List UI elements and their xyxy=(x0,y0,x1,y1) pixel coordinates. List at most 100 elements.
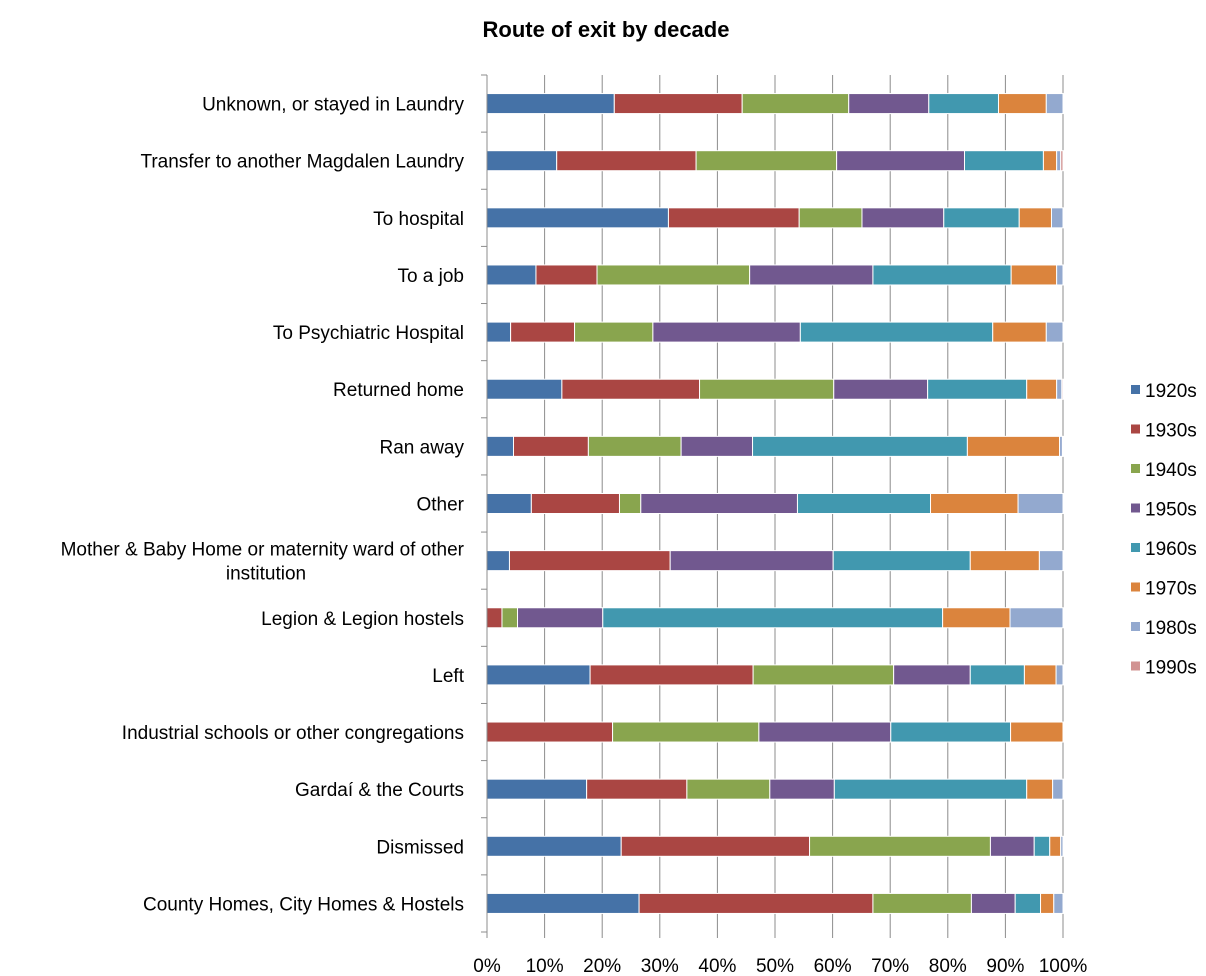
bar-segment-1990s xyxy=(1060,150,1064,172)
bar-segment-1920s xyxy=(486,435,514,457)
bar-segment-1950s xyxy=(680,435,754,457)
bar-segment-1970s xyxy=(942,607,1011,629)
x-tick-label: 60% xyxy=(814,956,852,976)
bar-segment-1930s xyxy=(535,264,598,286)
bar-segment-1970s xyxy=(1023,664,1057,686)
legend-swatch-1960s xyxy=(1131,543,1140,552)
bar-segment-1990s xyxy=(1061,435,1064,457)
bar-segment-1940s xyxy=(752,664,895,686)
bar-segment-1990s xyxy=(1061,378,1064,400)
category-label: Mother & Baby Home or maternity ward of … xyxy=(61,540,465,561)
bar-segment-1980s xyxy=(1055,664,1064,686)
bar-segment-1980s xyxy=(1056,150,1062,172)
bar-segment-1940s xyxy=(741,93,850,115)
bar-segment-1930s xyxy=(512,435,589,457)
x-tick-label: 70% xyxy=(871,956,909,976)
bar-segment-1950s xyxy=(517,607,604,629)
bar-segment-1940s xyxy=(596,264,751,286)
bar-segment-1980s xyxy=(1045,321,1064,343)
bar-segment-1920s xyxy=(486,835,622,857)
bar-segment-1920s xyxy=(486,93,615,115)
legend: 1920s 1930s 1940s 1950s 1960s 1970s 1980s 1990s xyxy=(1131,381,1197,679)
x-tick-label: 30% xyxy=(641,956,679,976)
bar-segment-1940s xyxy=(574,321,654,343)
bar-segment-1960s xyxy=(964,150,1044,172)
bar-segment-1980s xyxy=(1056,378,1063,400)
category-labels: Unknown, or stayed in Laundry Transfer to… xyxy=(61,95,465,916)
legend-label-1960s: 1960s xyxy=(1145,539,1197,560)
bar-segment-1930s xyxy=(620,835,811,857)
bar-segment-1930s xyxy=(586,778,688,800)
category-label: Left xyxy=(432,666,464,687)
bar-segment-1940s xyxy=(699,378,835,400)
category-label: Unknown, or stayed in Laundry xyxy=(202,95,464,116)
category-label: Ran away xyxy=(380,437,465,458)
bar-segment-1930s xyxy=(508,550,671,572)
x-tick-label: 80% xyxy=(929,956,967,976)
bar-segment-1960s xyxy=(796,493,932,514)
legend-label-1950s: 1950s xyxy=(1145,500,1197,521)
bar-segment-1980s xyxy=(1017,493,1064,514)
bar-segment-1930s xyxy=(589,664,754,686)
bar-segment-1920s xyxy=(486,778,588,800)
category-label: Transfer to another Magdalen Laundry xyxy=(140,152,464,173)
axes xyxy=(481,74,1064,938)
legend-swatch-1950s xyxy=(1131,503,1140,513)
bar-segment-1970s xyxy=(997,93,1047,115)
bar-segment-1970s xyxy=(969,550,1040,572)
bar-segment-1970s xyxy=(930,493,1019,514)
bar-segment-1950s xyxy=(758,721,892,743)
bar-segment-1920s xyxy=(486,550,510,572)
bars xyxy=(486,93,1064,914)
bar-segment-1960s xyxy=(1014,892,1042,914)
bar-segment-1980s xyxy=(1038,550,1064,572)
bar-segment-1940s xyxy=(686,778,771,800)
bar-segment-1920s xyxy=(486,664,591,686)
category-label: To Psychiatric Hospital xyxy=(273,323,464,344)
x-tick-labels: 0% 10% 20% 30% 40% 50% 60% 70% 80% 90% 100% xyxy=(473,956,1087,976)
bar-segment-1940s xyxy=(809,835,991,857)
legend-swatch-1970s xyxy=(1131,582,1140,592)
bar-segment-1920s xyxy=(486,150,558,172)
bar-segment-1980s xyxy=(1060,835,1064,857)
bar-segment-1940s xyxy=(872,892,972,914)
bar-segment-1980s xyxy=(1052,778,1064,800)
bar-segment-1970s xyxy=(1018,207,1052,229)
bar-segment-1930s xyxy=(510,321,576,343)
bar-segment-1930s xyxy=(486,721,614,743)
bar-segment-1940s xyxy=(612,721,760,743)
legend-label-1920s: 1920s xyxy=(1145,381,1197,402)
legend-swatch-1990s xyxy=(1131,661,1140,671)
bar-segment-1970s xyxy=(1049,835,1062,857)
bar-segment-1920s xyxy=(486,378,563,400)
bar-segment-1950s xyxy=(833,378,929,400)
bar-segment-1920s xyxy=(486,321,512,343)
bar-segment-1930s xyxy=(530,493,620,514)
bar-segment-1960s xyxy=(752,435,968,457)
bar-segment-1960s xyxy=(872,264,1012,286)
bar-segment-1960s xyxy=(943,207,1020,229)
bar-segment-1950s xyxy=(669,550,834,572)
bar-segment-1930s xyxy=(556,150,697,172)
bar-segment-1970s xyxy=(1010,264,1058,286)
bar-segment-1980s xyxy=(1056,264,1064,286)
bar-segment-1950s xyxy=(769,778,835,800)
x-tick-label: 90% xyxy=(986,956,1024,976)
bar-segment-1930s xyxy=(486,607,503,629)
legend-label-1930s: 1930s xyxy=(1145,421,1197,442)
bar-segment-1930s xyxy=(613,93,743,115)
bar-segment-1940s xyxy=(798,207,863,229)
bar-segment-1930s xyxy=(667,207,800,229)
x-tick-label: 20% xyxy=(583,956,621,976)
category-label: Gardaí & the Courts xyxy=(295,780,464,801)
legend-swatch-1980s xyxy=(1131,622,1140,631)
category-label: Industrial schools or other congregation… xyxy=(122,723,464,744)
bar-segment-1960s xyxy=(833,778,1028,800)
bar-segment-1920s xyxy=(486,892,640,914)
category-label: Legion & Legion hostels xyxy=(261,609,464,630)
x-tick-label: 10% xyxy=(526,956,564,976)
x-tick-label: 40% xyxy=(698,956,736,976)
bar-segment-1940s xyxy=(501,607,519,629)
legend-swatch-1920s xyxy=(1131,385,1140,394)
